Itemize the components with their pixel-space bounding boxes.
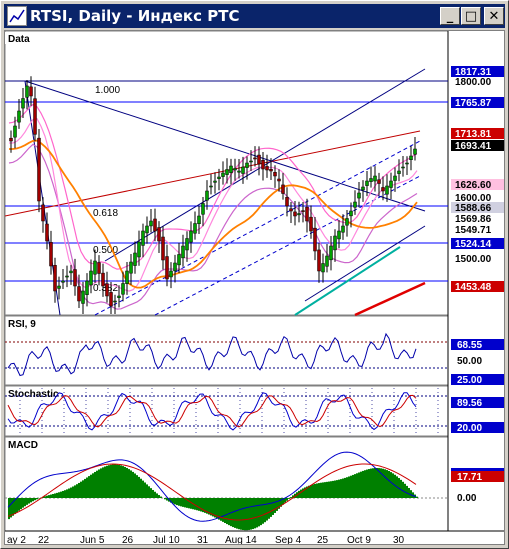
maximize-button[interactable]: □ (461, 7, 481, 25)
chart-window-icon[interactable] (7, 6, 27, 26)
price-tick-1524: 1524.14 (455, 239, 492, 250)
price-tick-1600: 1600.00 (455, 193, 492, 204)
price-tick-1500: 1500.00 (455, 254, 492, 265)
macd-line[interactable] (7, 451, 417, 522)
stoch-tick-89: 89.56 (457, 398, 482, 409)
rsi-pane[interactable] (5, 315, 449, 386)
rsi-tick-50: 50.00 (457, 356, 482, 367)
svg-text:25: 25 (317, 535, 329, 545)
svg-text:Oct 9: Oct 9 (347, 535, 371, 545)
minimize-button[interactable]: _ (440, 7, 460, 25)
svg-text:Jun 5: Jun 5 (80, 535, 105, 545)
price-tick-1588: 1588.66 (455, 203, 492, 214)
svg-text:26: 26 (122, 535, 134, 545)
chart-canvas[interactable]: Data RSI, 9 Stochastic MACD 1.000 0.618 … (5, 31, 505, 545)
price-tick-1713: 1713.81 (455, 129, 492, 140)
stochastic-pane-label: Stochastic (8, 389, 59, 400)
moving-averages[interactable] (8, 103, 418, 310)
title-bar[interactable]: RTSI, Daily - Индекс РТС _ □ ✕ (4, 4, 505, 28)
fib-label-1000: 1.000 (95, 85, 120, 96)
stochastic-d-line[interactable] (7, 394, 417, 428)
chart-area[interactable]: Data RSI, 9 Stochastic MACD 1.000 0.618 … (4, 30, 505, 545)
price-tick-1765: 1765.87 (455, 98, 492, 109)
price-tick-1800: 1800.00 (455, 77, 492, 88)
svg-text:Aug 14: Aug 14 (225, 535, 257, 545)
rsi-line[interactable] (7, 332, 417, 377)
svg-text:31: 31 (197, 535, 209, 545)
rsi-tick-68: 68.55 (457, 340, 482, 351)
bottom-edge (4, 520, 505, 521)
rsi-tick-25: 25.00 (457, 375, 482, 386)
fib-label-0618: 0.618 (93, 208, 118, 219)
price-tick-1453: 1453.48 (455, 282, 492, 293)
stoch-tick-20: 20.00 (457, 423, 482, 434)
svg-text:22: 22 (38, 535, 50, 545)
price-tick-1569: 1569.86 (455, 214, 492, 225)
stochastic-k-line[interactable] (7, 392, 417, 431)
price-tick-1693: 1693.41 (455, 141, 492, 152)
svg-text:Jul 10: Jul 10 (153, 535, 180, 545)
price-tick-1626: 1626.60 (455, 180, 492, 191)
time-axis[interactable] (5, 531, 505, 545)
time-axis-labels: ay 2 22 Jun 5 26 Jul 10 31 Aug 14 Sep 4 … (7, 535, 405, 545)
svg-text:ay 2: ay 2 (7, 535, 26, 545)
price-candles[interactable] (9, 76, 417, 314)
macd-pane-label: MACD (8, 440, 38, 451)
macd-signal-line[interactable] (7, 463, 417, 521)
price-tick-1817: 1817.31 (455, 67, 492, 78)
fib-label-0500: 0.500 (93, 245, 118, 256)
window-title: RTSI, Daily - Индекс РТС (30, 7, 240, 25)
price-tick-1549: 1549.71 (455, 225, 492, 236)
macd-histogram[interactable] (8, 464, 418, 531)
svg-text:Sep 4: Sep 4 (275, 535, 302, 545)
close-button[interactable]: ✕ (484, 7, 504, 25)
main-pane-label: Data (8, 34, 30, 45)
main-pane-label-bg (5, 32, 35, 44)
rsi-pane-label: RSI, 9 (8, 319, 36, 330)
price-axis-labels: 1817.31 1800.00 1765.87 1713.81 1693.41 … (451, 66, 504, 504)
svg-text:30: 30 (393, 535, 405, 545)
macd-tick-17: 17.71 (457, 472, 482, 483)
macd-tick-0: 0.00 (457, 493, 477, 504)
